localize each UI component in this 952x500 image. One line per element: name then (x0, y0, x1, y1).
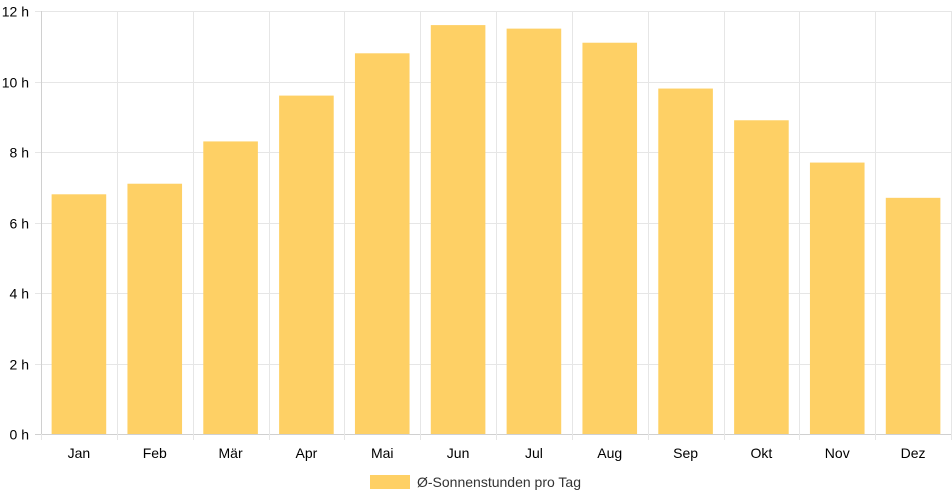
y-tick-label: 8 h (10, 145, 29, 161)
x-tick-label: Nov (825, 445, 850, 461)
x-tick-label: Mai (371, 445, 394, 461)
x-tick-label: Feb (143, 445, 167, 461)
grid-lines (35, 11, 952, 440)
bar-apr[interactable] (279, 95, 334, 434)
x-tick-label: Jun (447, 445, 470, 461)
x-tick-label: Sep (673, 445, 698, 461)
y-tick-labels: 0 h 2 h 4 h 6 h 8 h 10 h 12 h (2, 4, 29, 443)
legend-swatch[interactable] (370, 475, 410, 489)
bar-sep[interactable] (658, 88, 713, 435)
y-tick-label: 0 h (10, 427, 29, 443)
x-tick-label: Dez (901, 445, 926, 461)
x-tick-label: Okt (751, 445, 773, 461)
bar-dez[interactable] (885, 197, 941, 434)
y-tick-label: 10 h (2, 75, 29, 91)
bar-mai[interactable] (354, 53, 410, 435)
bar-jul[interactable] (506, 28, 562, 434)
legend[interactable]: Ø-Sonnenstunden pro Tag (370, 474, 581, 490)
x-tick-labels: Jan Feb Mär Apr Mai Jun Jul Aug Sep Okt Nov Dez (68, 445, 926, 461)
bars (51, 25, 941, 435)
x-tick-label: Jul (525, 445, 543, 461)
x-tick-label: Jan (68, 445, 91, 461)
bar-aug[interactable] (582, 42, 638, 434)
x-tick-label: Mär (219, 445, 243, 461)
bar-jan[interactable] (51, 194, 107, 434)
x-tick-label: Aug (597, 445, 622, 461)
bar-mär[interactable] (203, 141, 258, 435)
bar-jun[interactable] (430, 25, 486, 434)
y-tick-label: 2 h (10, 357, 29, 373)
x-tick-label: Apr (296, 445, 318, 461)
bar-feb[interactable] (127, 183, 183, 434)
y-tick-label: 12 h (2, 4, 29, 20)
y-tick-label: 4 h (10, 286, 29, 302)
bar-okt[interactable] (734, 120, 789, 435)
legend-label[interactable]: Ø-Sonnenstunden pro Tag (417, 474, 581, 490)
bar-nov[interactable] (809, 162, 865, 434)
y-tick-label: 6 h (10, 216, 29, 232)
